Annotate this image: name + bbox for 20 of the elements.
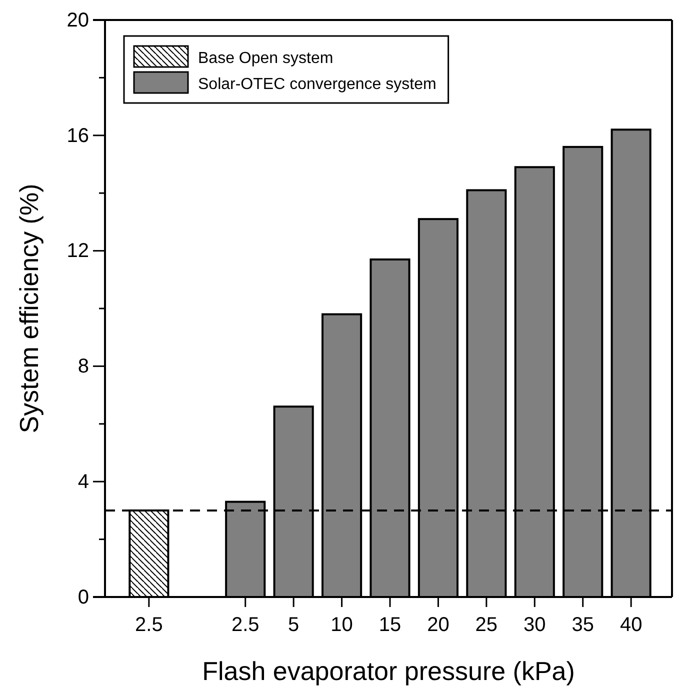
x-tick-label: 20 (427, 614, 450, 636)
x-tick-label: 10 (330, 614, 353, 636)
y-tick-label: 16 (66, 124, 89, 147)
legend-label: Solar-OTEC convergence system (198, 76, 436, 93)
y-tick-label: 20 (66, 9, 89, 32)
y-tick-label: 4 (78, 471, 89, 493)
y-tick-label: 12 (66, 240, 89, 262)
x-tick-label: 30 (524, 614, 546, 636)
x-tick-label: 5 (288, 614, 300, 636)
legend-label: Base Open system (198, 50, 334, 67)
x-tick-label: 40 (620, 614, 642, 636)
y-axis-title: System efficiency (%) (14, 184, 44, 434)
x-tick-label: 2.5 (135, 614, 163, 636)
y-tick-label: 0 (78, 586, 89, 608)
x-axis-title: Flash evaporator pressure (kPa) (202, 656, 575, 686)
x-tick-label: 15 (378, 614, 402, 636)
x-tick-label: 35 (572, 614, 594, 636)
x-tick-label: 25 (475, 614, 498, 636)
x-tick-label: 2.5 (231, 614, 260, 636)
y-tick-label: 8 (78, 356, 89, 378)
